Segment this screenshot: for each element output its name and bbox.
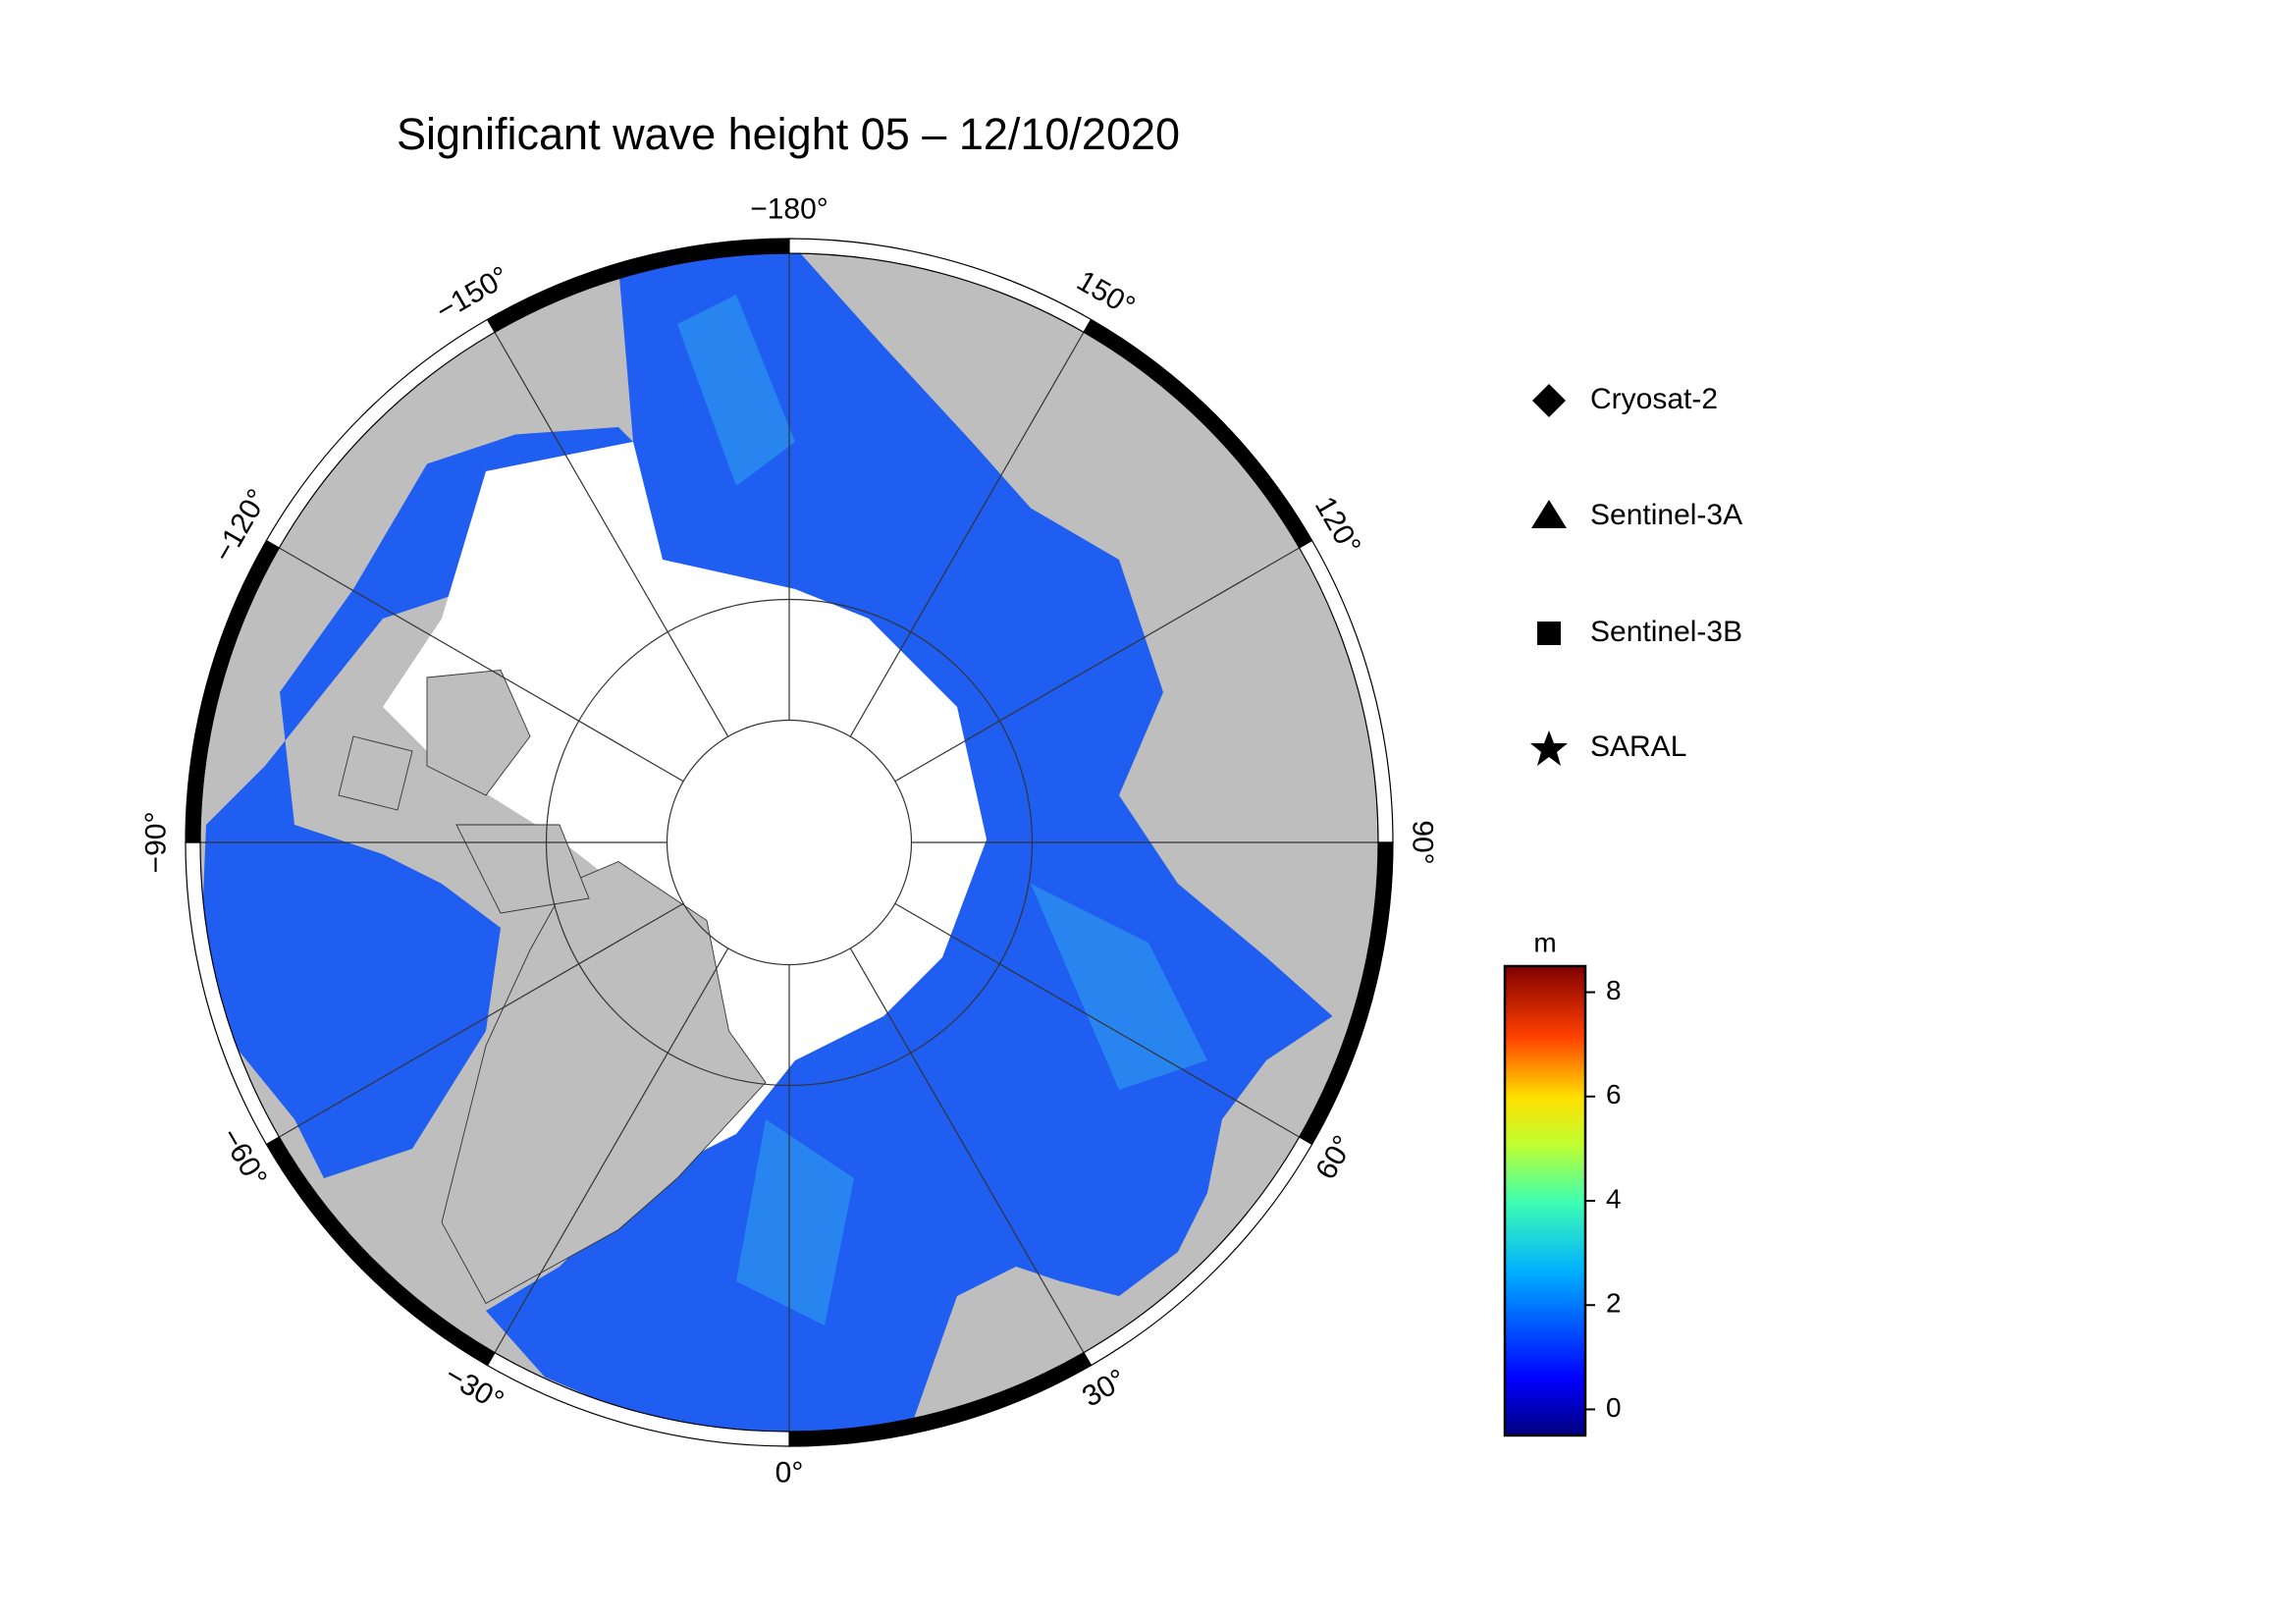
- meridian: [494, 947, 729, 1353]
- colorbar-unit: m: [1533, 927, 1556, 957]
- frame-segment: [1083, 1136, 1313, 1367]
- ocean-data: [200, 427, 633, 1178]
- frame-segment: [265, 318, 496, 549]
- frame-segment: [185, 539, 281, 843]
- sea-ice: [383, 442, 987, 1178]
- legend: [1530, 384, 1568, 766]
- map-art: [185, 238, 1394, 1447]
- colorbar-tick-label: 8: [1606, 975, 1622, 1005]
- colorbar-tick-label: 0: [1606, 1392, 1622, 1423]
- frame: [185, 238, 1394, 1447]
- legend-label: SARAL: [1590, 730, 1686, 763]
- meridian: [279, 547, 684, 783]
- legend-icon: [1532, 384, 1566, 417]
- colorbar-tick-label: 6: [1606, 1079, 1622, 1109]
- frame-segment: [1083, 318, 1313, 549]
- greenland: [441, 860, 767, 1305]
- meridian: [849, 332, 1085, 737]
- meridian: [894, 902, 1300, 1138]
- meridian: [894, 547, 1300, 783]
- frame-segment: [185, 841, 281, 1146]
- meridian: [494, 332, 729, 737]
- longitude-label: −180°: [750, 192, 828, 225]
- meridian: [849, 947, 1085, 1353]
- legend-label: Sentinel-3A: [1590, 499, 1742, 531]
- colorbar-tick-label: 2: [1606, 1288, 1622, 1319]
- colorbar-tick-label: 4: [1606, 1183, 1622, 1214]
- legend-icon: [1537, 622, 1561, 645]
- legend-icon: [1531, 500, 1567, 528]
- legend-label: Cryosat-2: [1590, 383, 1718, 415]
- islands: [338, 670, 590, 914]
- meridian: [279, 902, 684, 1138]
- frame-segment: [1298, 841, 1394, 1146]
- legend-icon: [1530, 730, 1568, 766]
- frame-segment: [788, 238, 1093, 334]
- longitude-label: 30°: [1077, 1363, 1132, 1413]
- longitude-label: 0°: [775, 1456, 804, 1488]
- legend-label: Sentinel-3B: [1590, 616, 1742, 648]
- frame-segment: [788, 1351, 1093, 1447]
- frame-segment: [265, 1136, 496, 1367]
- graticule: [200, 253, 1378, 1432]
- longitude-label: 90°: [1407, 820, 1439, 864]
- longitude-label: 60°: [1309, 1130, 1360, 1185]
- ocean-data: [677, 295, 1207, 1325]
- map-title: Significant wave height 05 – 12/10/2020: [397, 109, 1180, 159]
- ocean-data: [486, 253, 1333, 1432]
- longitude-label: −90°: [139, 812, 172, 874]
- colorbar: [1503, 964, 1587, 1437]
- frame-segment: [1298, 539, 1394, 843]
- frame-segment: [486, 1351, 790, 1447]
